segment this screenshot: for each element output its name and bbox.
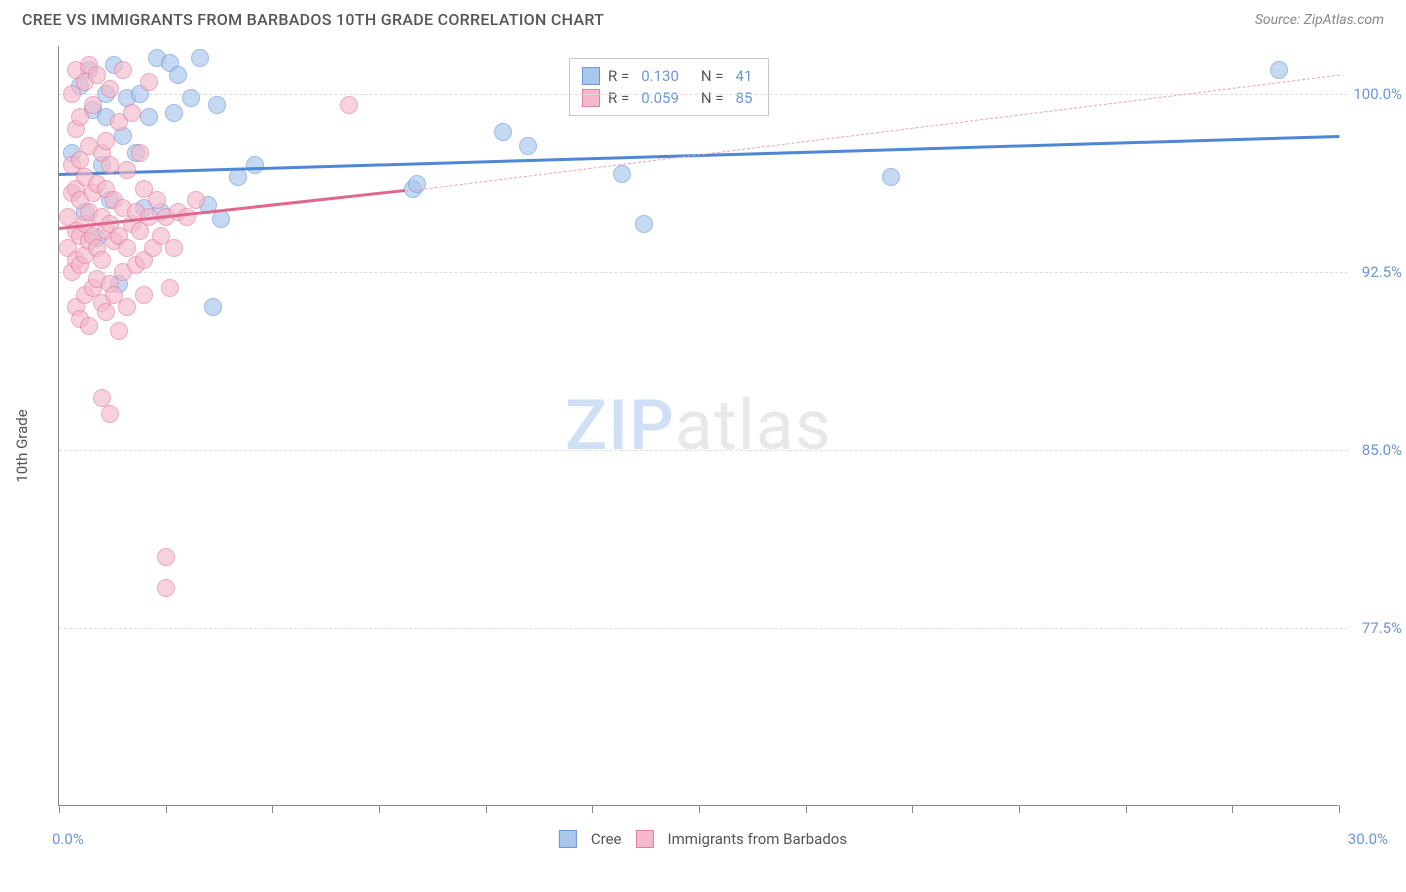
stat-r-label: R = bbox=[608, 67, 629, 85]
gridline bbox=[59, 94, 1348, 95]
data-point bbox=[246, 156, 264, 174]
data-point bbox=[187, 191, 205, 209]
data-point bbox=[118, 161, 136, 179]
data-point bbox=[101, 156, 119, 174]
data-point bbox=[1270, 61, 1288, 79]
x-tick bbox=[59, 805, 60, 813]
data-point bbox=[191, 49, 209, 67]
legend-swatch bbox=[636, 830, 654, 848]
data-point bbox=[635, 215, 653, 233]
data-point bbox=[110, 322, 128, 340]
data-point bbox=[212, 210, 230, 228]
data-point bbox=[123, 104, 141, 122]
x-tick bbox=[912, 805, 913, 813]
chart-title: CREE VS IMMIGRANTS FROM BARBADOS 10TH GR… bbox=[22, 10, 604, 29]
x-tick bbox=[1019, 805, 1020, 813]
data-point bbox=[118, 298, 136, 316]
x-tick bbox=[592, 805, 593, 813]
x-tick bbox=[1126, 805, 1127, 813]
legend-swatch bbox=[582, 67, 600, 85]
y-tick-label: 92.5% bbox=[1346, 263, 1402, 281]
y-tick-label: 77.5% bbox=[1346, 619, 1402, 637]
data-point bbox=[114, 61, 132, 79]
x-tick bbox=[272, 805, 273, 813]
gridline bbox=[59, 272, 1348, 273]
legend-swatch bbox=[559, 830, 577, 848]
data-point bbox=[182, 89, 200, 107]
y-axis-label: 10th Grade bbox=[13, 409, 31, 482]
watermark: ZIPatlas bbox=[565, 385, 832, 467]
x-tick bbox=[699, 805, 700, 813]
data-point bbox=[157, 548, 175, 566]
gridline bbox=[59, 450, 1348, 451]
x-tick bbox=[166, 805, 167, 813]
data-point bbox=[93, 251, 111, 269]
stat-n-label: N = bbox=[701, 67, 724, 85]
watermark-atlas: atlas bbox=[675, 385, 832, 467]
legend-label: Cree bbox=[591, 830, 622, 848]
x-tick bbox=[1232, 805, 1233, 813]
data-point bbox=[157, 579, 175, 597]
data-point bbox=[169, 66, 187, 84]
stats-row: R = 0.130 N = 41 bbox=[582, 65, 756, 87]
data-point bbox=[148, 191, 166, 209]
data-point bbox=[101, 405, 119, 423]
data-point bbox=[97, 132, 115, 150]
data-point bbox=[131, 144, 149, 162]
data-point bbox=[165, 104, 183, 122]
data-point bbox=[882, 168, 900, 186]
x-tick bbox=[486, 805, 487, 813]
data-point bbox=[208, 96, 226, 114]
data-point bbox=[519, 137, 537, 155]
chart-plot-area: ZIPatlas R =0.130N =41R =0.059N =85 77.5… bbox=[58, 46, 1338, 806]
stat-n-value: 41 bbox=[736, 67, 753, 85]
stat-r-value: 0.059 bbox=[641, 89, 679, 107]
x-axis-end-label: 30.0% bbox=[1348, 830, 1388, 848]
data-point bbox=[80, 317, 98, 335]
data-point bbox=[161, 279, 179, 297]
data-point bbox=[93, 389, 111, 407]
data-point bbox=[140, 73, 158, 91]
stat-n-label: N = bbox=[701, 89, 724, 107]
data-point bbox=[340, 96, 358, 114]
legend-label: Immigrants from Barbados bbox=[668, 830, 848, 848]
data-point bbox=[140, 108, 158, 126]
x-tick bbox=[806, 805, 807, 813]
stat-n-value: 85 bbox=[736, 89, 753, 107]
source-label: Source: ZipAtlas.com bbox=[1255, 12, 1384, 28]
data-point bbox=[135, 286, 153, 304]
stat-r-value: 0.130 bbox=[641, 67, 679, 85]
trend-line bbox=[405, 75, 1340, 192]
legend-swatch bbox=[582, 89, 600, 107]
stats-row: R = 0.059 N = 85 bbox=[582, 87, 756, 109]
data-point bbox=[613, 165, 631, 183]
watermark-zip: ZIP bbox=[565, 385, 675, 467]
stats-legend-box: R = 0.130 N = 41 R = 0.059 N = 85 bbox=[569, 58, 769, 116]
x-tick bbox=[1339, 805, 1340, 813]
data-point bbox=[84, 96, 102, 114]
data-point bbox=[165, 239, 183, 257]
legend-bottom: Cree Immigrants from Barbados bbox=[559, 830, 847, 848]
data-point bbox=[101, 80, 119, 98]
y-tick-label: 85.0% bbox=[1346, 441, 1402, 459]
gridline bbox=[59, 628, 1348, 629]
data-point bbox=[494, 123, 512, 141]
data-point bbox=[97, 303, 115, 321]
data-point bbox=[118, 239, 136, 257]
data-point bbox=[178, 208, 196, 226]
y-tick-label: 100.0% bbox=[1346, 85, 1402, 103]
x-axis-start-label: 0.0% bbox=[52, 830, 84, 848]
stat-r-label: R = bbox=[608, 89, 629, 107]
data-point bbox=[204, 298, 222, 316]
x-tick bbox=[379, 805, 380, 813]
